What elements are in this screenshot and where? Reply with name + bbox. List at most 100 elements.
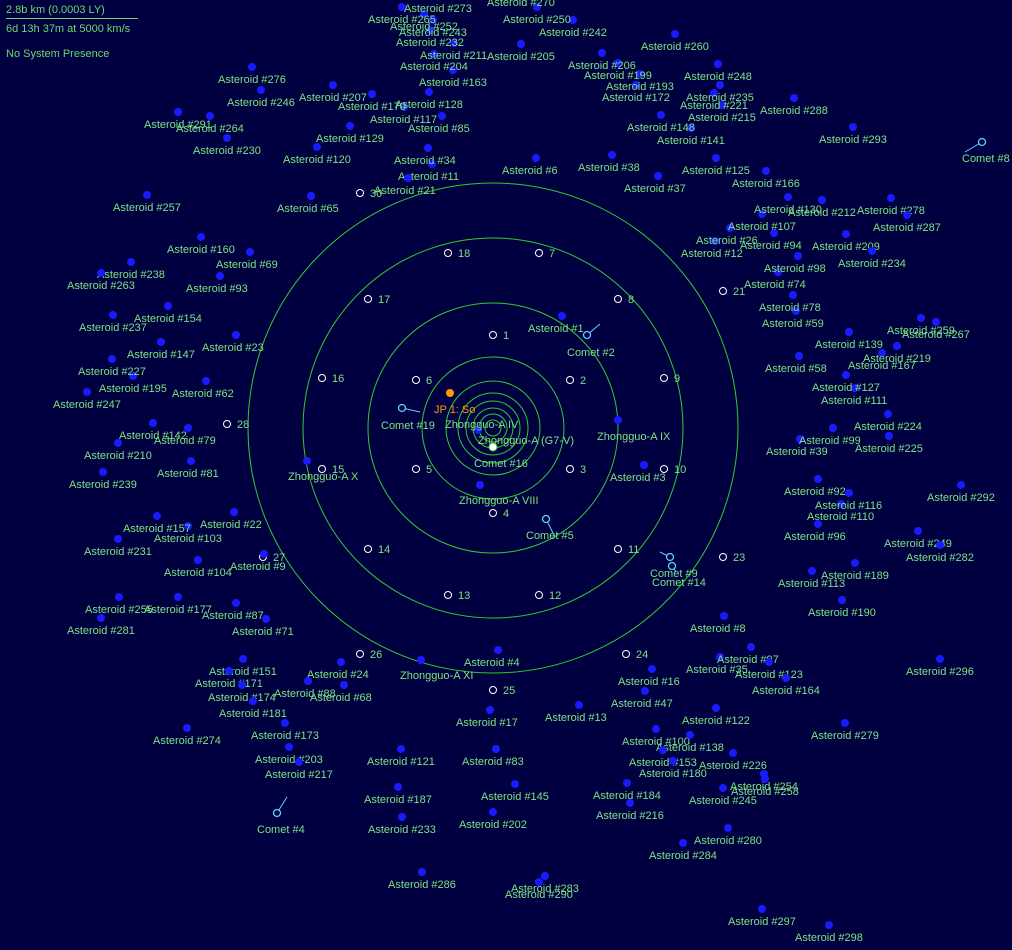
lagrange-point[interactable]: 5 <box>412 464 433 476</box>
asteroid[interactable]: Asteroid #281 <box>67 614 135 637</box>
asteroid[interactable]: Asteroid #224 <box>854 410 922 433</box>
lagrange-point[interactable]: 14 <box>364 544 391 556</box>
asteroid[interactable]: Asteroid #125 <box>682 154 750 177</box>
asteroid[interactable]: Asteroid #38 <box>578 151 640 174</box>
asteroid[interactable]: Asteroid #83 <box>462 745 524 768</box>
asteroid[interactable]: Asteroid #113 <box>778 567 845 590</box>
asteroid[interactable]: Asteroid #260 <box>641 30 709 53</box>
asteroid[interactable]: Asteroid #62 <box>172 377 234 400</box>
asteroid[interactable]: Asteroid #219 <box>863 342 931 365</box>
asteroid[interactable]: Asteroid #6 <box>502 154 558 177</box>
asteroid[interactable]: Asteroid #278 <box>857 194 925 217</box>
asteroid[interactable]: Asteroid #286 <box>388 868 456 891</box>
asteroid[interactable]: Asteroid #94 <box>740 229 802 252</box>
asteroid[interactable]: Asteroid #265 <box>368 3 436 26</box>
comet[interactable]: Comet #4 <box>257 796 305 836</box>
lagrange-point[interactable]: 21 <box>719 286 746 298</box>
asteroid[interactable]: Asteroid #170 <box>338 90 406 113</box>
asteroid[interactable]: Asteroid #34 <box>394 144 456 167</box>
asteroid[interactable]: Asteroid #250 <box>503 3 571 26</box>
lagrange-point[interactable]: 10 <box>660 464 687 476</box>
asteroid[interactable]: Asteroid #259 <box>887 314 955 337</box>
asteroid[interactable]: Asteroid #247 <box>53 388 121 411</box>
asteroid[interactable]: Asteroid #297 <box>728 905 796 928</box>
asteroid[interactable]: Asteroid #107 <box>728 210 796 233</box>
asteroid[interactable]: Asteroid #187 <box>364 783 432 806</box>
comet[interactable]: Comet #2 <box>567 323 615 359</box>
asteroid[interactable]: Asteroid #4 <box>464 646 520 669</box>
asteroid[interactable]: Asteroid #255 <box>85 593 153 616</box>
asteroid[interactable]: Asteroid #274 <box>153 724 221 747</box>
asteroid[interactable]: Asteroid #122 <box>682 704 750 727</box>
asteroid[interactable]: Asteroid #177 <box>144 593 212 616</box>
comet[interactable]: Comet #16 <box>474 442 528 471</box>
asteroid[interactable]: Asteroid #239 <box>69 468 137 491</box>
comet[interactable]: Comet #9 <box>650 551 698 580</box>
asteroid[interactable]: Asteroid #246 <box>227 86 295 109</box>
lagrange-point[interactable]: 26 <box>356 649 383 661</box>
asteroid[interactable]: Asteroid #267 <box>902 318 970 341</box>
asteroid[interactable]: Asteroid #252 <box>390 10 458 33</box>
asteroid[interactable]: Asteroid #203 <box>255 743 323 766</box>
asteroid[interactable]: Asteroid #21 <box>374 174 436 197</box>
asteroid[interactable]: Asteroid #3 <box>610 461 666 484</box>
asteroid[interactable]: Asteroid #284 <box>649 839 717 862</box>
asteroid[interactable]: Asteroid #233 <box>368 813 436 836</box>
asteroid[interactable]: Asteroid #81 <box>157 457 219 480</box>
asteroid[interactable]: Asteroid #74 <box>744 268 806 291</box>
lagrange-point[interactable]: 16 <box>318 373 345 385</box>
asteroid[interactable]: Asteroid #154 <box>134 302 202 325</box>
asteroid[interactable]: Asteroid #199 <box>584 59 652 82</box>
asteroid[interactable]: Asteroid #121 <box>367 745 435 768</box>
planet[interactable]: Zhongguo-A XI <box>400 656 473 682</box>
asteroid[interactable]: Asteroid #11 <box>398 160 459 183</box>
asteroid[interactable]: Asteroid #210 <box>84 439 152 462</box>
asteroid[interactable]: Asteroid #217 <box>265 758 333 781</box>
asteroid[interactable]: Asteroid #167 <box>848 349 916 372</box>
asteroid[interactable]: Asteroid #184 <box>593 779 661 802</box>
asteroid[interactable]: Asteroid #231 <box>84 535 152 558</box>
lagrange-point[interactable]: 23 <box>719 552 746 564</box>
asteroid[interactable]: Asteroid #172 <box>602 81 670 104</box>
lagrange-point[interactable]: 18 <box>444 248 471 260</box>
planet[interactable]: Zhongguo-A IX <box>597 416 671 443</box>
lagrange-point[interactable]: 11 <box>614 544 640 556</box>
planet[interactable]: Zhongguo-A VIII <box>459 481 539 507</box>
asteroid[interactable]: Asteroid #206 <box>568 49 636 72</box>
jump-point[interactable]: JP 1: So <box>434 389 475 416</box>
asteroid[interactable]: Asteroid #288 <box>760 94 828 117</box>
asteroid[interactable]: Asteroid #87 <box>202 599 264 622</box>
asteroid[interactable]: Asteroid #65 <box>277 192 339 215</box>
asteroid[interactable]: Asteroid #232 <box>396 26 464 49</box>
asteroid[interactable]: Asteroid #171 <box>195 667 263 690</box>
comet[interactable]: Comet #14 <box>652 561 706 590</box>
lagrange-point[interactable]: 4 <box>489 508 510 520</box>
asteroid[interactable]: Asteroid #245 <box>689 784 757 807</box>
asteroid[interactable]: Asteroid #164 <box>752 674 820 697</box>
asteroid[interactable]: Asteroid #147 <box>127 338 195 361</box>
asteroid[interactable]: Asteroid #111 <box>821 384 887 407</box>
planet[interactable]: Zhongguo-A IV <box>445 419 519 434</box>
asteroid[interactable]: Asteroid #98 <box>764 252 826 275</box>
asteroid[interactable]: Asteroid #173 <box>251 719 319 742</box>
comet[interactable]: Comet #5 <box>526 514 574 543</box>
asteroid[interactable]: Asteroid #85 <box>408 112 470 135</box>
asteroid[interactable]: Asteroid #273 <box>404 0 472 15</box>
lagrange-point[interactable]: 30 <box>356 188 383 200</box>
asteroid[interactable]: Asteroid #104 <box>164 556 232 579</box>
asteroid[interactable]: Asteroid #248 <box>684 60 752 83</box>
asteroid[interactable]: Asteroid #235 <box>686 81 754 104</box>
asteroid[interactable]: Asteroid #287 <box>873 211 941 234</box>
asteroid[interactable]: Asteroid #290 <box>505 878 573 901</box>
asteroid[interactable]: Asteroid #292 <box>927 481 995 504</box>
asteroid[interactable]: Asteroid #35 <box>686 653 748 676</box>
asteroid[interactable]: Asteroid #264 <box>176 112 244 135</box>
asteroid[interactable]: Asteroid #1 <box>528 312 584 335</box>
asteroid[interactable]: Asteroid #279 <box>811 719 879 742</box>
lagrange-point[interactable]: 15 <box>318 464 345 476</box>
lagrange-point[interactable]: 13 <box>444 590 471 602</box>
asteroid[interactable]: Asteroid #93 <box>186 272 248 295</box>
asteroid[interactable]: Asteroid #212 <box>788 196 856 219</box>
lagrange-point[interactable]: 6 <box>412 375 433 387</box>
asteroid[interactable]: Asteroid #37 <box>624 172 686 195</box>
